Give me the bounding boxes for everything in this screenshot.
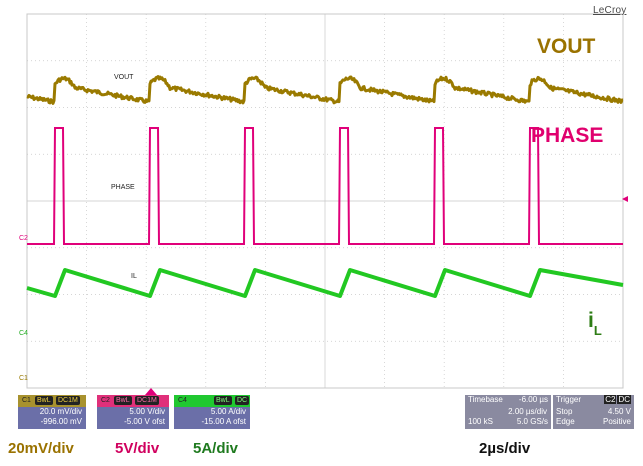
c2-offset: -5.00 V ofst <box>124 417 165 426</box>
phase-waveform <box>27 127 623 245</box>
c2-input-badge: DC1M <box>135 396 159 405</box>
c1-panel-header: C1 BwL DC1M <box>18 395 86 407</box>
c4-panel-header: C4 BwL DC <box>174 395 250 407</box>
c1-settings-panel[interactable]: C1 BwL DC1M 20.0 mV/div -996.00 mV <box>18 395 86 429</box>
il-label-main: i <box>588 309 594 332</box>
trigger-panel[interactable]: Trigger C2 DC Stop 4.50 V Edge Positive <box>553 395 634 429</box>
trigger-slope: Positive <box>602 417 631 426</box>
timebase-per-div: 2.00 µs/div <box>508 407 547 416</box>
c2-settings-panel[interactable]: C2 BwL DC1M 5.00 V/div -5.00 V ofst <box>97 395 169 429</box>
c1-id: C1 <box>22 397 31 404</box>
trigger-mode: Stop <box>556 407 573 416</box>
phase-trace-label: PHASE <box>111 184 135 191</box>
c2-id: C2 <box>101 397 110 404</box>
timebase-delay: -6.00 µs <box>518 395 548 404</box>
c4-offset: -15.00 A ofst <box>201 417 246 426</box>
c4-input-badge: DC <box>235 396 250 405</box>
il-label: iL <box>588 309 602 339</box>
trigger-mode-row: Stop 4.50 V <box>553 407 634 417</box>
phase-scale-label: 5V/div <box>115 440 160 457</box>
vout-scale-label: 20mV/div <box>8 440 74 457</box>
il-trace-label: IL <box>131 273 137 280</box>
c4-scale: 5.00 A/div <box>210 407 246 416</box>
c1-ground-marker: C1 <box>19 375 28 382</box>
timebase-rate: 5.0 GS/s <box>516 417 548 426</box>
c1-coupling-badge: BwL <box>35 396 53 405</box>
trigger-level-marker <box>622 196 628 202</box>
il-label-sub: L <box>593 323 602 339</box>
c1-offset: -996.00 mV <box>40 417 82 426</box>
c2-coupling-badge: BwL <box>114 396 132 405</box>
trigger-level: 4.50 V <box>607 407 631 416</box>
vout-trace-label: VOUT <box>114 74 134 81</box>
vout-label: VOUT <box>537 35 596 58</box>
c4-ground-marker: C4 <box>19 330 28 337</box>
c1-input-badge: DC1M <box>56 396 80 405</box>
trigger-label: Trigger <box>556 395 582 404</box>
trigger-channel-badge: C2 <box>604 395 617 404</box>
trigger-position-marker <box>145 388 157 395</box>
vout-waveform <box>26 75 624 105</box>
timebase-header: Timebase -6.00 µs <box>465 395 551 407</box>
c2-panel-header: C2 BwL DC1M <box>97 395 169 407</box>
c4-settings-panel[interactable]: C4 BwL DC 5.00 A/div -15.00 A ofst <box>174 395 250 429</box>
c2-ground-marker: C2 <box>19 235 28 242</box>
brand-logo: LeCroy <box>593 5 627 16</box>
trigger-source: C2 DC <box>604 395 631 407</box>
trigger-header: Trigger C2 DC <box>553 395 634 407</box>
il-scale-label: 5A/div <box>193 440 239 457</box>
phase-label: PHASE <box>531 124 604 147</box>
timebase-label: Timebase <box>468 395 503 404</box>
waveform-plot <box>26 13 628 395</box>
trigger-type: Edge <box>556 417 575 426</box>
c4-id: C4 <box>178 397 187 404</box>
c1-scale: 20.0 mV/div <box>39 407 82 416</box>
trigger-type-row: Edge Positive <box>553 417 634 427</box>
trigger-coupling-badge: DC <box>617 395 631 404</box>
timebase-samples: 100 kS <box>468 417 493 426</box>
c4-coupling-badge: BwL <box>214 396 232 405</box>
timebase-panel[interactable]: Timebase -6.00 µs 2.00 µs/div 100 kS 5.0… <box>465 395 551 429</box>
timebase-sampling: 100 kS 5.0 GS/s <box>465 417 551 427</box>
time-scale-label: 2µs/div <box>479 440 531 457</box>
il-waveform <box>26 268 624 298</box>
c2-scale: 5.00 V/div <box>129 407 165 416</box>
oscilloscope-screen: LeCroy VOUT PHASE iL VOUT PHASE IL C2 C4… <box>19 5 628 395</box>
